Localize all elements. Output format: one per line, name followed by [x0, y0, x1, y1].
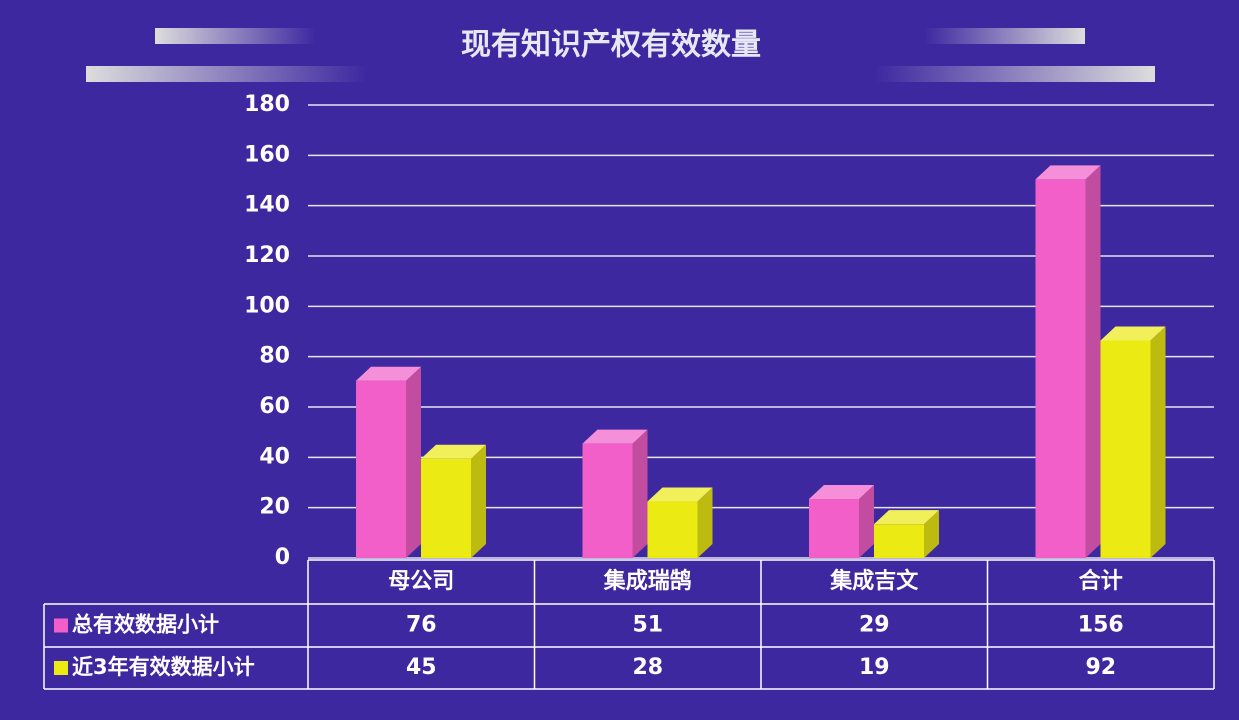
- table-value: 51: [632, 613, 663, 638]
- legend-label: 近3年有效数据小计: [72, 655, 255, 679]
- bar: [647, 487, 713, 558]
- bar: [874, 510, 939, 558]
- bar-face: [421, 444, 486, 459]
- bar-face: [1035, 179, 1086, 558]
- y-tick-label: 80: [259, 344, 290, 369]
- bar-face: [582, 429, 648, 444]
- bar-face: [582, 443, 633, 558]
- bar-face: [647, 487, 713, 502]
- bar: [582, 429, 648, 558]
- bar-face: [697, 487, 713, 558]
- table-value: 29: [859, 613, 890, 638]
- bar-face: [874, 510, 939, 525]
- bar: [1100, 326, 1166, 558]
- bar-face: [1100, 326, 1166, 341]
- bar-face: [1100, 340, 1151, 558]
- bar-face: [632, 429, 648, 558]
- y-tick-label: 140: [244, 193, 290, 218]
- legend-swatch: [54, 661, 68, 675]
- table-value: 45: [406, 655, 437, 680]
- y-tick-label: 20: [259, 495, 290, 520]
- y-tick-label: 120: [244, 243, 290, 268]
- x-tick-label: 集成吉文: [829, 568, 919, 594]
- bar-face: [356, 380, 406, 558]
- y-tick-label: 180: [244, 92, 290, 117]
- bar-face: [874, 524, 924, 558]
- bar-face: [406, 366, 421, 558]
- x-tick-label: 集成瑞鹄: [603, 568, 692, 594]
- y-tick-label: 0: [275, 545, 290, 570]
- table-value: 28: [632, 655, 663, 680]
- y-tick-label: 60: [259, 394, 290, 419]
- bar-face: [809, 499, 859, 558]
- bar-face: [421, 458, 471, 558]
- table-value: 92: [1085, 655, 1116, 680]
- decor: [155, 28, 315, 44]
- table-value: 19: [859, 655, 890, 680]
- bar-face: [356, 366, 421, 381]
- legend-label: 总有效数据小计: [72, 613, 219, 637]
- bar: [421, 444, 486, 558]
- bar-face: [809, 485, 874, 500]
- bar: [1035, 165, 1101, 558]
- y-tick-label: 40: [259, 444, 290, 469]
- y-tick-label: 100: [244, 293, 290, 318]
- bar-face: [1085, 165, 1101, 558]
- decor: [875, 66, 1155, 82]
- bar: [809, 485, 874, 558]
- bar-face: [1150, 326, 1166, 558]
- x-tick-label: 母公司: [388, 569, 454, 594]
- legend-swatch: [54, 618, 68, 633]
- bar-face: [471, 444, 486, 558]
- table-value: 76: [406, 613, 437, 638]
- decor: [925, 28, 1085, 44]
- bar: [356, 366, 421, 558]
- table-value: 156: [1078, 613, 1124, 638]
- bar-face: [647, 501, 698, 558]
- y-tick-label: 160: [244, 142, 290, 167]
- chart-title: 现有知识产权有效数量: [461, 28, 761, 63]
- bar-face: [924, 510, 939, 558]
- bar-face: [1035, 165, 1101, 180]
- x-tick-label: 合计: [1079, 568, 1123, 594]
- decor: [86, 66, 366, 82]
- bar-face: [859, 485, 874, 558]
